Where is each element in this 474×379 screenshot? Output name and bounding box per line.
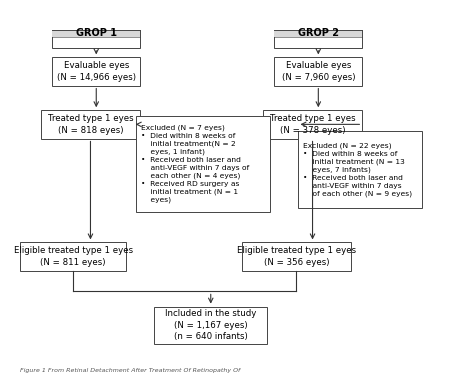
Text: GROP 2: GROP 2 [298,28,339,38]
Bar [242,242,351,271]
Text: Treated type 1 eyes
(N = 378 eyes): Treated type 1 eyes (N = 378 eyes) [270,114,356,135]
Text: GROP 1: GROP 1 [76,28,117,38]
Bar [154,307,267,344]
Bar [52,57,140,86]
Text: Excluded (N = 22 eyes)
•  Died within 8 weeks of
    initial treatment (N = 13
 : Excluded (N = 22 eyes) • Died within 8 w… [303,143,412,197]
Bar [298,131,422,208]
Text: Evaluable eyes
(N = 7,960 eyes): Evaluable eyes (N = 7,960 eyes) [282,61,355,82]
Text: Eligible treated type 1 eyes
(N = 356 eyes): Eligible treated type 1 eyes (N = 356 ey… [237,246,356,267]
Bar [136,116,270,212]
Bar [52,30,140,48]
Text: Evaluable eyes
(N = 14,966 eyes): Evaluable eyes (N = 14,966 eyes) [57,61,136,82]
Bar [41,110,140,138]
Text: Excluded (N = 7 eyes)
•  Died within 8 weeks of
    initial treatment(N = 2
    : Excluded (N = 7 eyes) • Died within 8 we… [141,125,249,204]
Text: Eligible treated type 1 eyes
(N = 811 eyes): Eligible treated type 1 eyes (N = 811 ey… [14,246,133,267]
Text: Treated type 1 eyes
(N = 818 eyes): Treated type 1 eyes (N = 818 eyes) [48,114,133,135]
Bar [20,242,127,271]
Bar [52,30,140,37]
Text: Included in the study
(N = 1,167 eyes)
(n = 640 infants): Included in the study (N = 1,167 eyes) (… [165,310,256,341]
Bar [274,57,362,86]
Bar [263,110,362,138]
Text: Figure 1 From Retinal Detachment After Treatment Of Retinopathy Of: Figure 1 From Retinal Detachment After T… [20,368,240,373]
Bar [274,30,362,48]
Bar [274,30,362,37]
